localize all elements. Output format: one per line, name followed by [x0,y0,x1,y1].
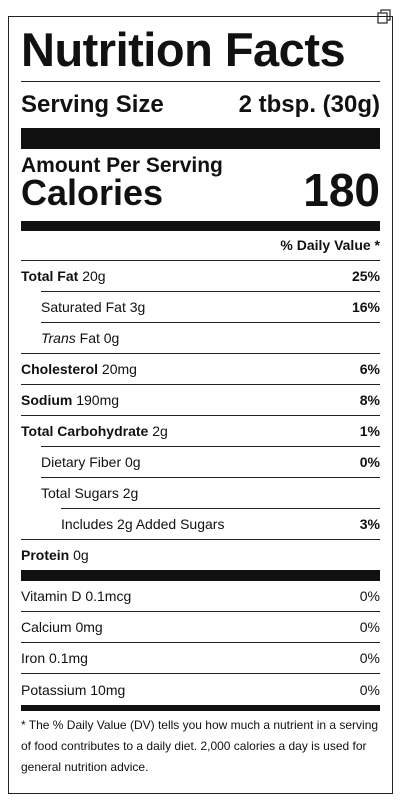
serving-size-row: Serving Size 2 tbsp. (30g) [21,82,380,128]
serving-size-value: 2 tbsp. (30g) [238,91,380,118]
nutrient-label: Protein [21,547,70,563]
nutrient-label: Total Carbohydrate [21,423,149,439]
nutrient-label-italic: Trans [41,330,76,346]
nutrient-dv: 16% [351,299,380,315]
vitamin-label: Calcium 0mg [21,619,103,635]
nutrient-dv: 1% [359,423,380,439]
vitamin-dv: 0% [359,619,380,635]
nutrient-row-total-sugars: Total Sugars 2g [41,477,380,508]
nutrient-dv: 8% [359,392,380,408]
vitamin-row: Iron 0.1mg 0% [21,643,380,674]
nutrient-dv: 0% [359,454,380,470]
nutrient-row-total-carbohydrate: Total Carbohydrate 2g 1% [21,415,380,446]
nutrient-label: Total Sugars 2g [41,485,139,501]
vitamin-row: Calcium 0mg 0% [21,612,380,643]
nutrition-label: Nutrition Facts Serving Size 2 tbsp. (30… [8,16,393,794]
nutrient-row-dietary-fiber: Dietary Fiber 0g 0% [41,446,380,477]
vitamin-label: Iron 0.1mg [21,650,88,666]
medium-divider [21,705,380,711]
nutrient-label-rest: Fat 0g [79,330,120,346]
nutrient-amount: 190mg [76,392,120,408]
nutrient-dv: 25% [351,268,380,284]
nutrient-row-total-fat: Total Fat 20g 25% [21,260,380,291]
calories-row: Calories 180 [21,167,380,213]
nutrient-row-trans-fat: Trans Fat 0g [41,322,380,353]
vitamin-label: Vitamin D 0.1mcg [21,588,132,604]
medium-divider [21,221,380,231]
vitamin-dv: 0% [359,588,380,604]
vitamin-dv: 0% [359,681,380,698]
nutrient-label: Sodium [21,392,73,408]
vitamin-label: Potassium 10mg [21,681,126,698]
nutrient-amount: 20g [82,268,106,284]
vitamin-dv: 0% [359,650,380,666]
label-title: Nutrition Facts [21,23,346,76]
nutrient-dv: 3% [359,516,380,532]
nutrient-label: Total Fat [21,268,79,284]
calories-value: 180 [303,164,380,216]
vitamin-row: Potassium 10mg 0% [21,674,380,705]
nutrient-label: Saturated Fat 3g [41,299,146,315]
calories-label: Calories [21,172,164,213]
nutrient-row-cholesterol: Cholesterol 20mg 6% [21,353,380,384]
divider [21,81,380,82]
amount-per-serving: Amount Per Serving [21,154,223,177]
nutrient-row-protein: Protein 0g [21,539,380,570]
nutrient-dv: 6% [359,361,380,377]
copy-icon[interactable] [377,9,391,24]
serving-size-label: Serving Size [21,91,164,118]
thick-divider [21,570,380,581]
nutrient-label: Dietary Fiber 0g [41,454,141,470]
nutrient-row-saturated-fat: Saturated Fat 3g 16% [41,291,380,322]
daily-value-header: % Daily Value * [280,237,380,253]
vitamin-row: Vitamin D 0.1mcg 0% [21,581,380,612]
nutrient-label: Cholesterol [21,361,99,377]
nutrient-label: Includes 2g Added Sugars [61,516,225,532]
nutrient-amount: 0g [73,547,89,563]
nutrient-row-sodium: Sodium 190mg 8% [21,384,380,415]
footnote: * The % Daily Value (DV) tells you how m… [21,718,379,774]
thick-divider [21,128,380,149]
nutrient-amount: 20mg [101,361,137,377]
nutrient-amount: 2g [152,423,168,439]
nutrient-row-added-sugars: Includes 2g Added Sugars 3% [61,508,380,539]
